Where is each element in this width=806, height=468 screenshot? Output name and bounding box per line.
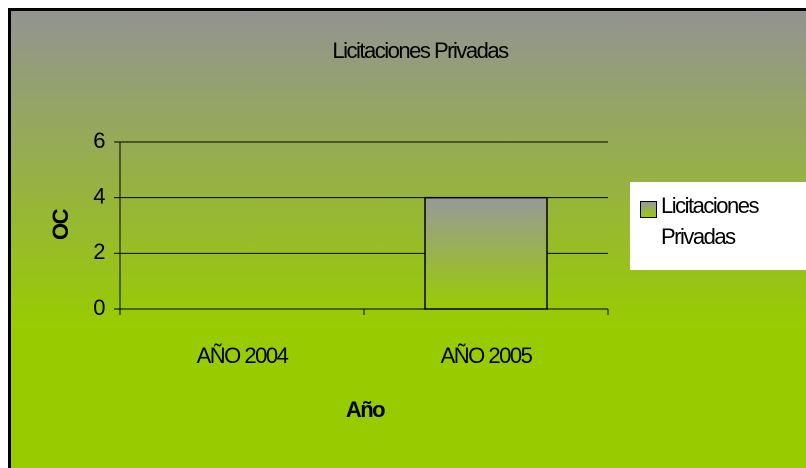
y-tick-label: 4 bbox=[93, 183, 105, 208]
y-tick-label: 2 bbox=[93, 239, 105, 264]
chart-title: Licitaciones Privadas bbox=[332, 38, 509, 63]
x-tick-label: AÑO 2004 bbox=[197, 343, 289, 368]
y-tick-label: 0 bbox=[93, 295, 105, 320]
x-axis-label: Año bbox=[346, 397, 385, 422]
legend: Licitaciones Privadas bbox=[630, 182, 806, 270]
y-tick-label: 6 bbox=[93, 128, 105, 153]
y-axis-label: OC bbox=[48, 208, 73, 240]
legend-label: Licitaciones Privadas bbox=[661, 193, 759, 249]
legend-swatch bbox=[640, 201, 657, 218]
bar bbox=[424, 196, 548, 310]
x-tick-label: AÑO 2005 bbox=[441, 343, 533, 368]
